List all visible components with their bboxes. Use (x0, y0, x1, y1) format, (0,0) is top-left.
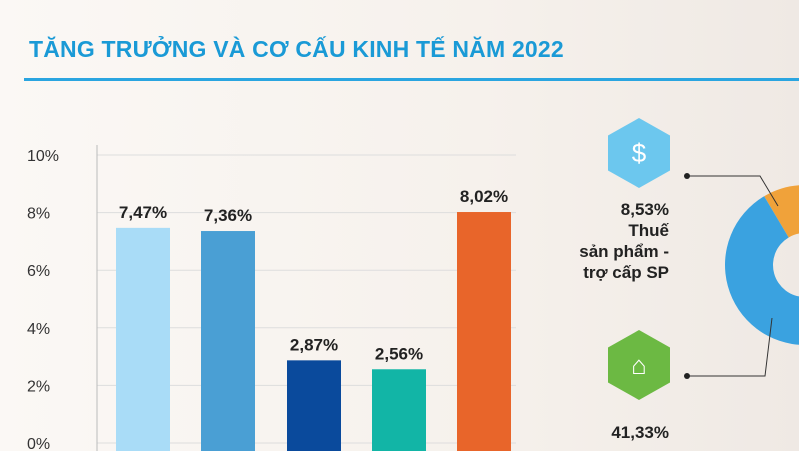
y-tick-label: 10% (27, 148, 59, 165)
y-tick-label: 6% (27, 263, 50, 280)
bar (457, 212, 511, 451)
y-tick-label: 8% (27, 206, 50, 223)
y-tick-label: 2% (27, 378, 50, 395)
bar (116, 227, 170, 451)
leader-line (687, 175, 779, 207)
service-percent: 41,33% (611, 423, 669, 442)
leader-dot (684, 173, 690, 179)
tax-label-line: trợ cấp SP (583, 263, 669, 282)
tax-label: 8,53% Thuế sản phẩm - trợ cấp SP (579, 199, 669, 283)
y-tick-label: 4% (27, 321, 50, 338)
bar-value-label: 7,47% (119, 203, 167, 222)
bar-value-label: 7,36% (204, 206, 252, 225)
leader-dot (684, 373, 690, 379)
tax-percent: 8,53% (620, 200, 669, 219)
leader-line (687, 317, 773, 377)
bar-value-label: 2,87% (290, 335, 338, 354)
bar (372, 369, 426, 451)
bar-value-label: 2,56% (375, 344, 423, 363)
donut-slice (725, 196, 799, 345)
y-tick-label: 0% (27, 436, 50, 451)
bar (201, 231, 255, 451)
bar (287, 360, 341, 451)
tax-label-line: sản phẩm - (579, 242, 669, 261)
bar-value-label: 8,02% (460, 187, 508, 206)
tax-label-line: Thuế (628, 221, 669, 240)
title-underline (24, 78, 799, 81)
page-title: TĂNG TRƯỞNG VÀ CƠ CẤU KINH TẾ NĂM 2022 (29, 36, 564, 62)
